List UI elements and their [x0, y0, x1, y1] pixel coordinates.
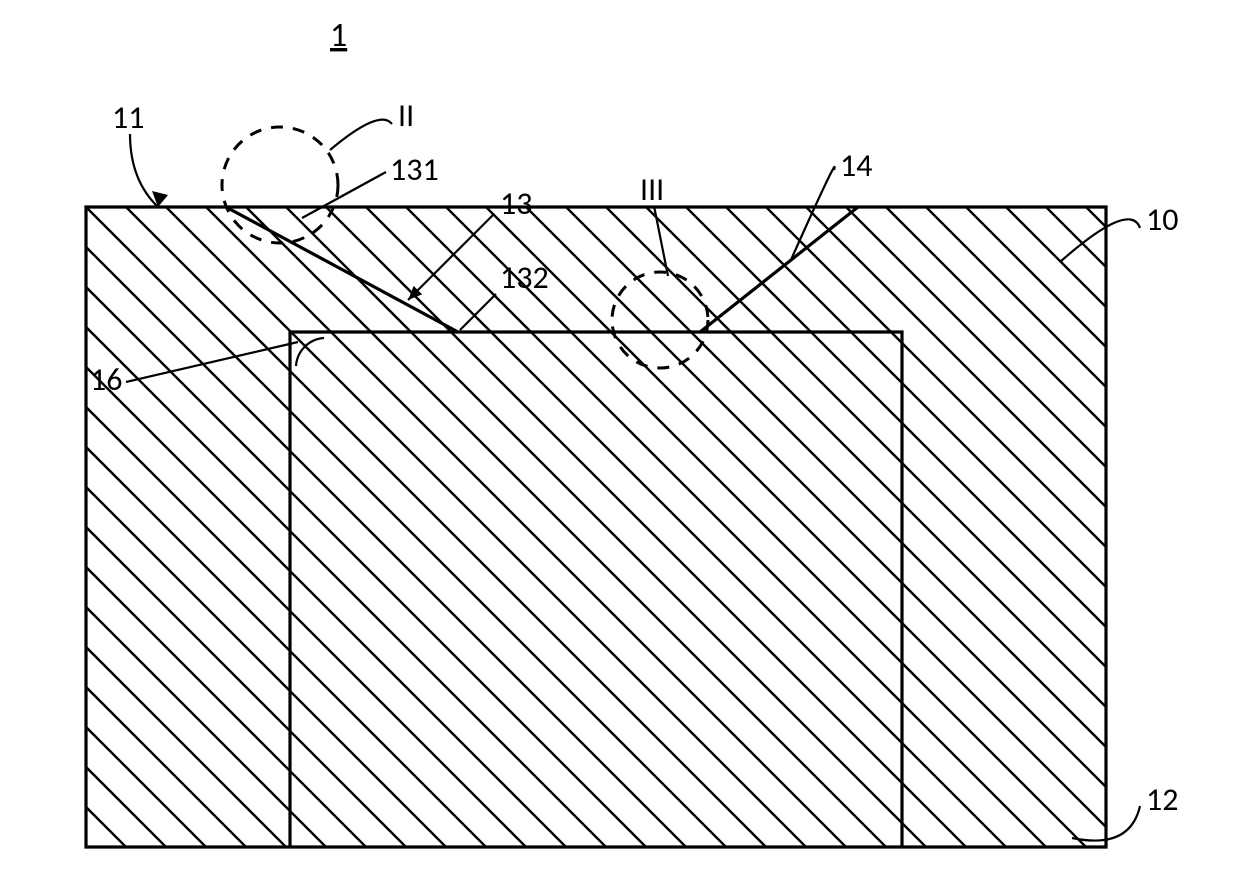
- figure-number: 1: [330, 15, 347, 56]
- technical-cross-section-diagram: 1 11 II 131 13 132 III 14 10 16 12: [0, 0, 1240, 893]
- detail-circle-iii: [612, 272, 708, 368]
- svg-text:16: 16: [90, 360, 122, 399]
- svg-text:11: 11: [112, 98, 144, 137]
- detail-circle-ii: [222, 127, 338, 243]
- body-outline: [86, 207, 1106, 847]
- callout-III: III: [640, 170, 668, 276]
- callout-16: 16: [90, 342, 298, 399]
- svg-text:III: III: [640, 170, 664, 209]
- svg-text:14: 14: [840, 146, 872, 185]
- svg-text:10: 10: [1146, 200, 1178, 239]
- svg-text:13: 13: [500, 184, 532, 223]
- svg-text:12: 12: [1146, 780, 1178, 819]
- hatching-fill: [36, 0, 1156, 893]
- callout-11: 11: [112, 98, 158, 207]
- callout-132: 132: [460, 258, 549, 330]
- callout-10: 10: [1060, 200, 1178, 262]
- callout-II: II: [330, 96, 414, 150]
- svg-text:132: 132: [500, 258, 549, 297]
- svg-text:131: 131: [390, 150, 439, 189]
- right-bevel-surface-14: [700, 207, 858, 332]
- svg-text:II: II: [398, 96, 414, 135]
